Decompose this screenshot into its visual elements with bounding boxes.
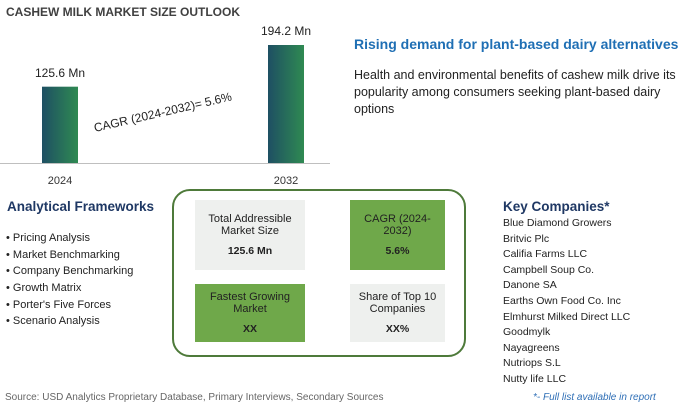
box-label: Fastest Growing Market bbox=[209, 291, 291, 315]
box-label: Total Addressible Market Size bbox=[208, 213, 292, 237]
box-value: XX% bbox=[385, 323, 410, 335]
framework-item: • Pricing Analysis bbox=[6, 232, 90, 244]
company-item: Nayagreens bbox=[503, 341, 560, 354]
summary-frame bbox=[172, 189, 466, 357]
company-item: Blue Diamond Growers bbox=[503, 217, 612, 229]
framework-item: • Growth Matrix bbox=[6, 282, 82, 295]
headline: Rising demand for plant-based dairy alte… bbox=[354, 36, 679, 52]
box-value: 5.6% bbox=[385, 245, 410, 257]
frameworks-title: Analytical Frameworks bbox=[7, 199, 155, 214]
summary-box: Total Addressible Market Size 125.6 Mn bbox=[195, 200, 305, 270]
chart-title: CASHEW MILK MARKET SIZE OUTLOOK bbox=[6, 5, 240, 19]
company-item: PureHarvest bbox=[503, 389, 630, 391]
bar bbox=[42, 86, 78, 163]
bar-chart: CAGR (2024-2032)= 5.6% 125.6 Mn 2024 194.2… bbox=[0, 24, 330, 187]
company-item: Califia Farms LLC bbox=[503, 248, 588, 261]
framework-item: • Market Benchmarking bbox=[6, 248, 120, 261]
box-value: XX bbox=[242, 323, 257, 335]
framework-item: • Company Benchmarking bbox=[6, 265, 134, 278]
frameworks-list: • Pricing Analysis • Market Benchmarking •… bbox=[6, 232, 133, 332]
companies-list: Blue Diamond Growers Britvic Plc Califia F… bbox=[503, 217, 630, 391]
summary-box: CAGR (2024-2032) 5.6% bbox=[350, 200, 445, 270]
bar bbox=[268, 45, 304, 163]
cagr-annotation: CAGR (2024-2032)= 5.6% bbox=[93, 89, 234, 134]
x-tick-label: 2032 bbox=[274, 175, 298, 187]
framework-item: • Scenario Analysis bbox=[6, 315, 100, 328]
company-item: Earths Own Food Co. Inc bbox=[503, 294, 621, 307]
note: *- Full list available in report bbox=[533, 392, 656, 403]
value-label: 194.2 Mn bbox=[261, 24, 311, 38]
framework-item: • Porter's Five Forces bbox=[6, 298, 111, 311]
company-item: Elmhurst Milked Direct LLC bbox=[503, 310, 631, 323]
company-item: Britvic Plc bbox=[503, 232, 550, 245]
company-item: Nutriops S.L bbox=[503, 357, 561, 370]
company-item: Danone SA bbox=[503, 279, 557, 292]
source: Source: USD Analytics Proprietary Databa… bbox=[5, 392, 384, 403]
companies-title: Key Companies* bbox=[503, 199, 610, 214]
summary-box: Share of Top 10 Companies XX% bbox=[350, 284, 445, 342]
summary-box: Fastest Growing Market XX bbox=[195, 284, 305, 342]
company-item: Campbell Soup Co. bbox=[503, 263, 595, 276]
company-item: Nutty life LLC bbox=[503, 372, 567, 385]
box-label: Share of Top 10 Companies bbox=[358, 291, 437, 315]
description: Health and environmental benefits of cas… bbox=[354, 68, 676, 116]
x-tick-label: 2024 bbox=[48, 175, 72, 187]
company-item: Goodmylk bbox=[503, 326, 551, 339]
box-label: CAGR (2024-2032) bbox=[364, 213, 431, 237]
box-value: 125.6 Mn bbox=[227, 245, 273, 257]
value-label: 125.6 Mn bbox=[35, 66, 85, 80]
